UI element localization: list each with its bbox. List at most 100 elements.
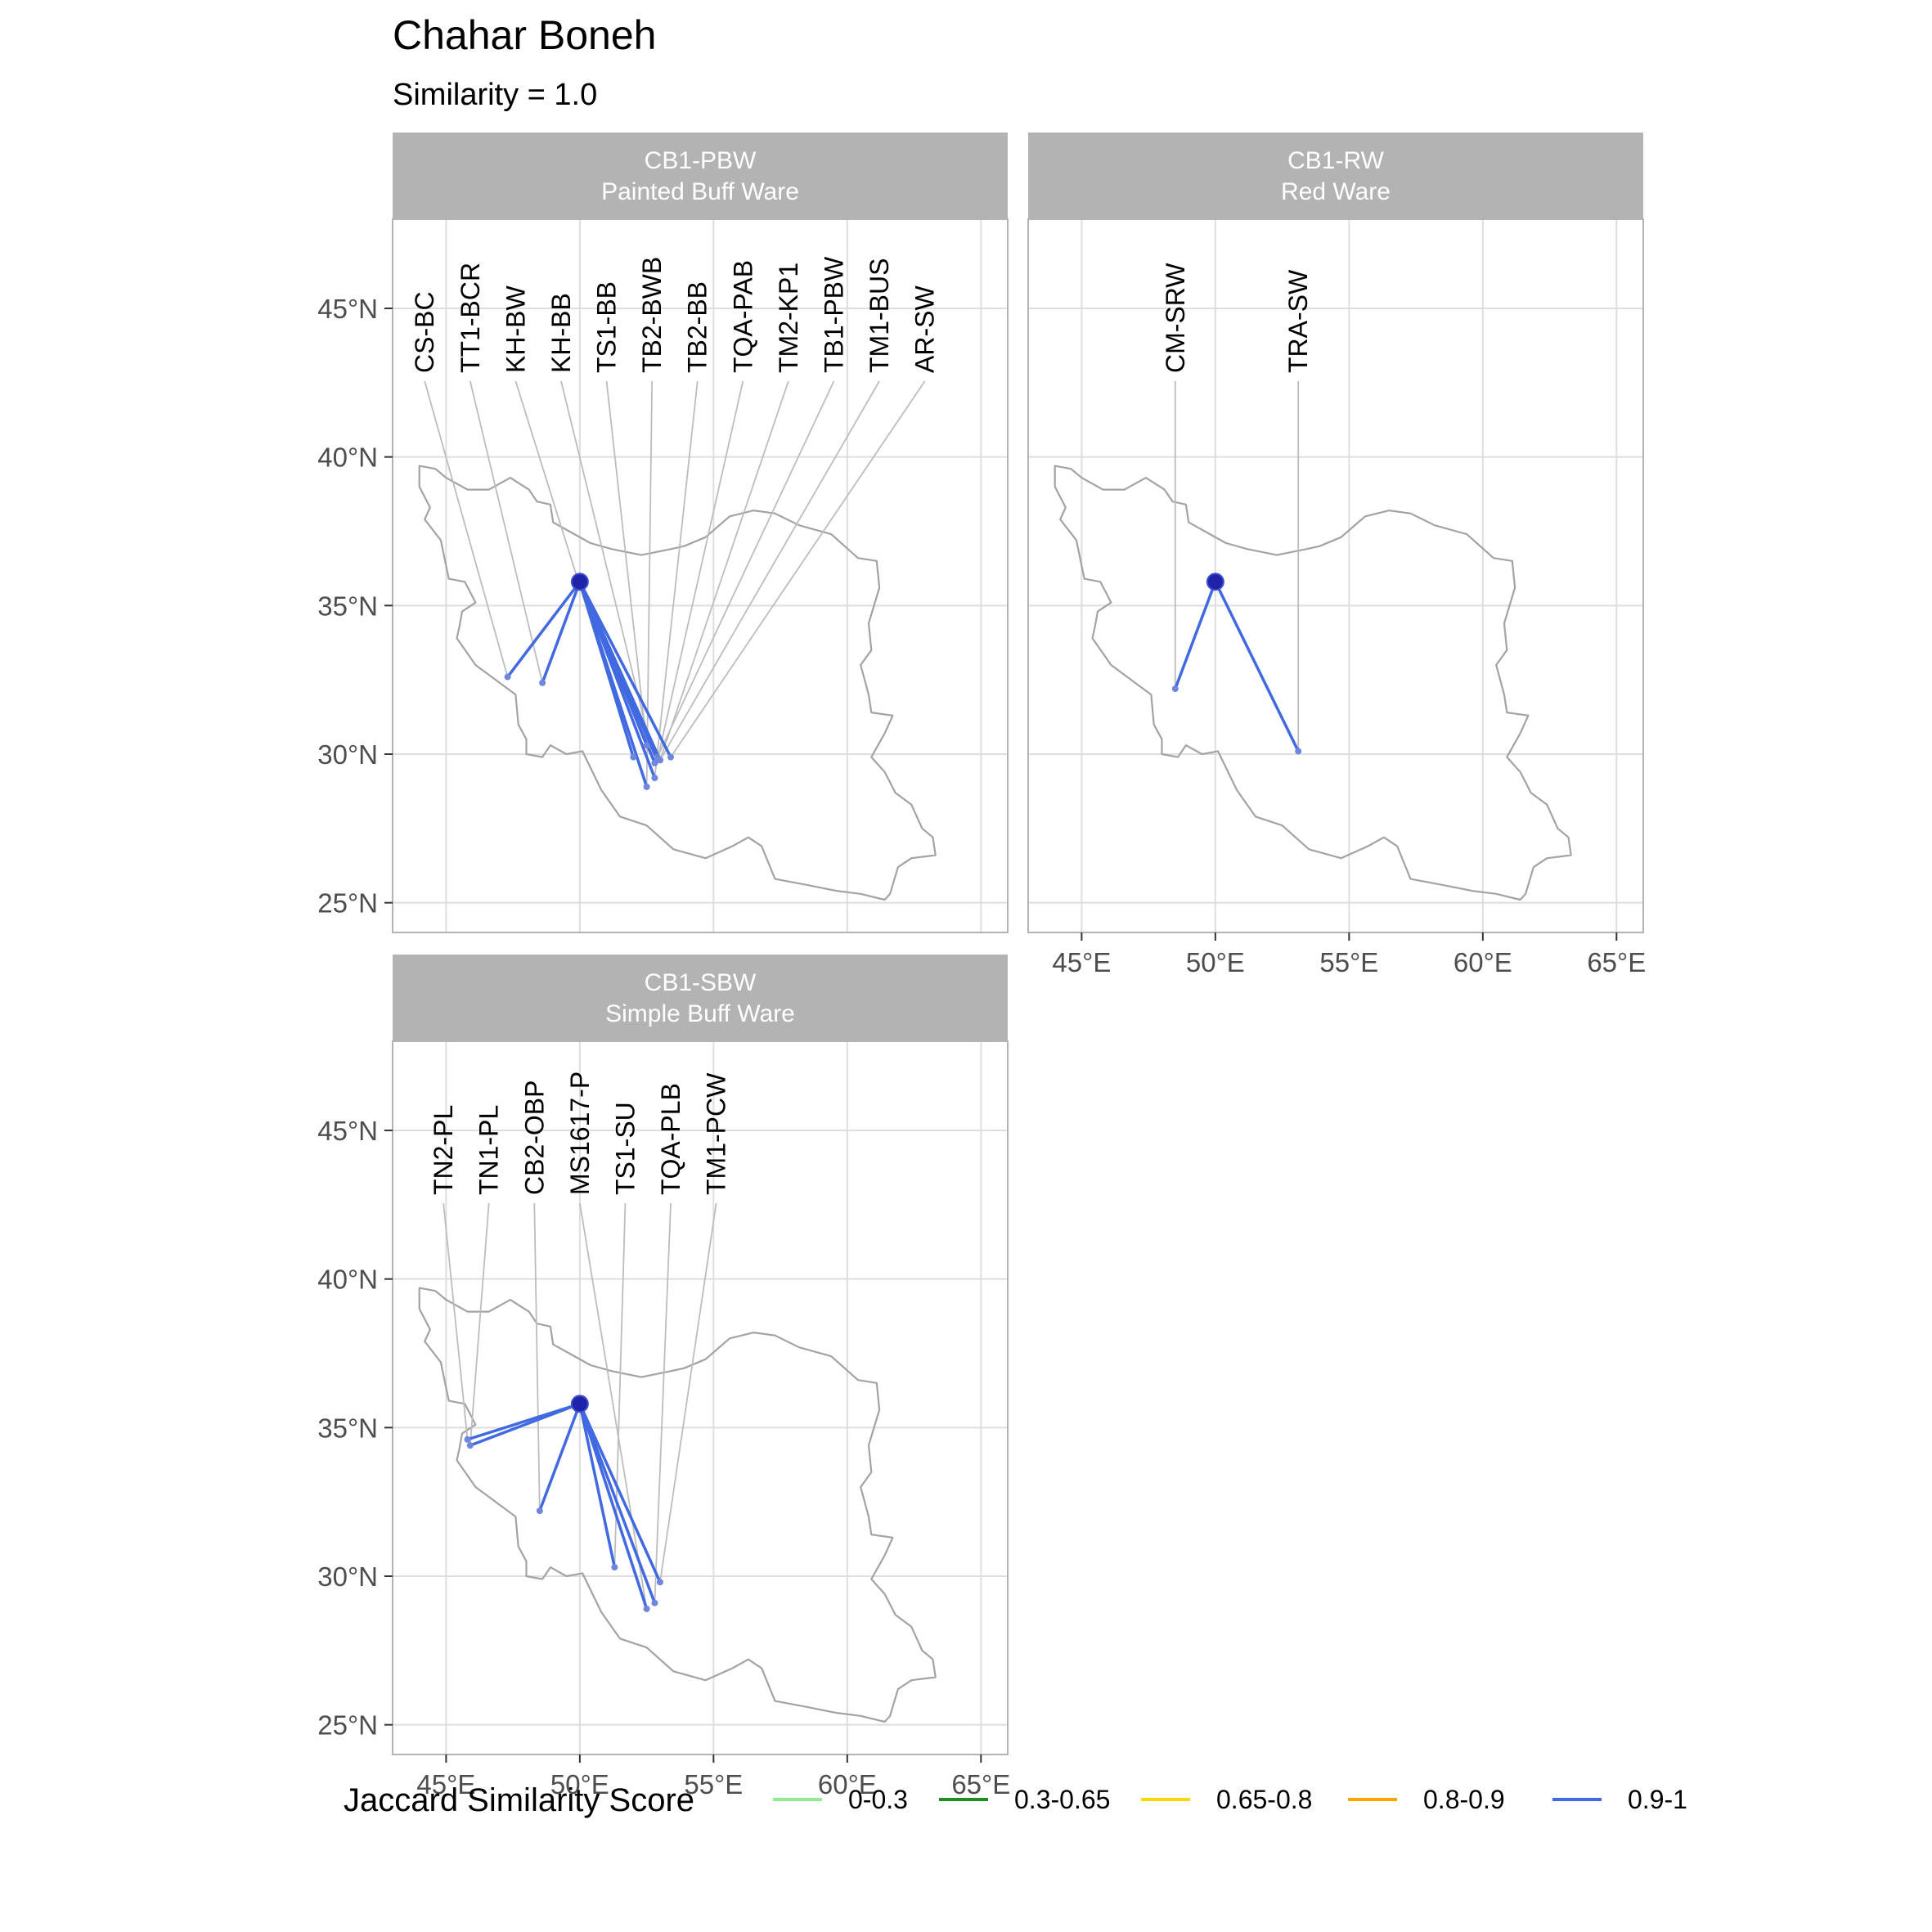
y-tick-label: 30°N xyxy=(317,739,378,770)
similarity-line xyxy=(578,1402,649,1611)
leader-line xyxy=(654,1202,672,1603)
y-tick-label: 35°N xyxy=(317,591,378,621)
x-tick-label: 55°E xyxy=(684,1769,743,1799)
legend-label: 0.8-0.9 xyxy=(1423,1785,1505,1814)
site-point xyxy=(1295,748,1302,755)
site-label: TM1-PCW xyxy=(702,1072,731,1195)
site-label: TN1-PL xyxy=(474,1105,504,1195)
similarity-line xyxy=(541,580,582,685)
similarity-line xyxy=(1214,580,1300,753)
site-point xyxy=(643,1605,650,1612)
x-tick-label: 50°E xyxy=(1186,947,1245,977)
facet-strip-code: CB1-PBW xyxy=(645,147,757,174)
origin-point xyxy=(570,1395,589,1413)
site-label: TS1-BB xyxy=(592,281,622,373)
leader-line xyxy=(670,380,926,758)
leader-line xyxy=(560,380,656,764)
facet-strip-ware: Red Ware xyxy=(1281,178,1391,205)
y-tick-label: 40°N xyxy=(317,1265,378,1295)
similarity-line xyxy=(578,580,662,762)
site-label: AR-SW xyxy=(910,285,940,373)
site-point xyxy=(656,1579,663,1586)
country-outline xyxy=(418,1287,937,1723)
similarity-line xyxy=(469,1402,582,1447)
site-point xyxy=(611,1564,618,1571)
country-outline xyxy=(1054,465,1572,901)
y-tick-label: 30°N xyxy=(317,1561,378,1592)
site-label: TQA-PAB xyxy=(728,260,757,373)
site-point xyxy=(464,1436,471,1443)
site-label: TN2-PL xyxy=(429,1105,458,1195)
plot-subtitle: Similarity = 1.0 xyxy=(393,78,597,112)
x-tick-label: 55°E xyxy=(1319,947,1378,977)
similarity-line xyxy=(578,580,649,789)
site-label: TRA-SW xyxy=(1283,269,1313,373)
legend-title: Jaccard Similarity Score xyxy=(344,1782,694,1818)
x-tick-label: 50°E xyxy=(550,1769,609,1799)
site-point xyxy=(643,783,650,790)
site-label: TM2-KP1 xyxy=(774,263,803,373)
site-point xyxy=(656,757,663,764)
similarity-line xyxy=(578,1402,617,1569)
y-tick-label: 35°N xyxy=(317,1413,378,1443)
leader-line xyxy=(659,380,789,761)
facet-strip-ware: Painted Buff Ware xyxy=(601,178,799,205)
leader-line xyxy=(424,380,509,677)
site-label: CM-SRW xyxy=(1161,263,1190,373)
site-label: TB1-PBW xyxy=(819,256,848,373)
site-point xyxy=(466,1442,474,1449)
facet-strip-code: CB1-RW xyxy=(1287,147,1384,174)
similarity-line xyxy=(578,1402,662,1584)
site-point xyxy=(651,775,658,782)
similarity-line xyxy=(538,1402,582,1512)
facet-strip xyxy=(393,955,1008,1041)
x-tick-label: 65°E xyxy=(1587,947,1646,977)
facet-strip-ware: Simple Buff Ware xyxy=(605,1000,795,1027)
site-label: KH-BB xyxy=(546,293,576,373)
leader-line xyxy=(443,1202,469,1440)
similarity-line xyxy=(578,580,657,780)
leader-line xyxy=(469,1202,490,1446)
facet-strip xyxy=(393,133,1008,219)
leader-line xyxy=(605,380,648,746)
x-tick-label: 60°E xyxy=(818,1769,877,1799)
similarity-line xyxy=(505,580,582,679)
legend-label: 0.3-0.65 xyxy=(1014,1785,1110,1814)
site-label: TB2-BWB xyxy=(637,257,667,373)
site-label: KH-BW xyxy=(501,285,530,373)
site-point xyxy=(539,679,546,686)
leader-line xyxy=(656,380,744,761)
y-tick-label: 25°N xyxy=(317,888,378,919)
similarity-line xyxy=(578,580,672,759)
legend-label: 0-0.3 xyxy=(848,1785,908,1814)
leader-line xyxy=(645,380,654,787)
site-label: CS-BC xyxy=(410,291,439,373)
panel-border xyxy=(392,1040,1009,1755)
site-label: MS1617-P xyxy=(565,1072,595,1195)
leader-line xyxy=(533,1202,541,1512)
site-label: CB2-OBP xyxy=(519,1081,549,1195)
site-point xyxy=(630,753,637,761)
leader-line xyxy=(659,380,880,761)
facet-panel: CB1-RW Red Ware CM-SRW TRA-SW 45°E 50°E 55°E 60… xyxy=(1027,133,1646,977)
origin-point xyxy=(1206,573,1224,591)
legend-label: 0.65-0.8 xyxy=(1216,1785,1312,1814)
country-outline xyxy=(418,465,937,901)
leader-line xyxy=(469,380,543,684)
y-tick-label: 45°N xyxy=(317,1116,378,1146)
facet-strip xyxy=(1028,133,1643,219)
leader-line xyxy=(656,380,835,758)
facet-panel: CB1-SBW Simple Buff Ware TN2-PL TN1-PL CB2-O… xyxy=(317,955,1010,1799)
panel-border xyxy=(1027,218,1644,933)
site-point xyxy=(651,1599,658,1606)
leader-line xyxy=(613,1202,627,1568)
site-point xyxy=(536,1507,543,1515)
x-tick-label: 45°E xyxy=(416,1769,475,1799)
site-point xyxy=(1171,685,1179,693)
y-tick-label: 25°N xyxy=(317,1710,378,1741)
site-point xyxy=(667,753,675,761)
facet-panels: CB1-PBW Painted Buff Ware CS-BC TT1-BCR KH-B… xyxy=(317,133,1646,1799)
x-tick-label: 65°E xyxy=(951,1769,1010,1799)
origin-point xyxy=(570,573,589,591)
